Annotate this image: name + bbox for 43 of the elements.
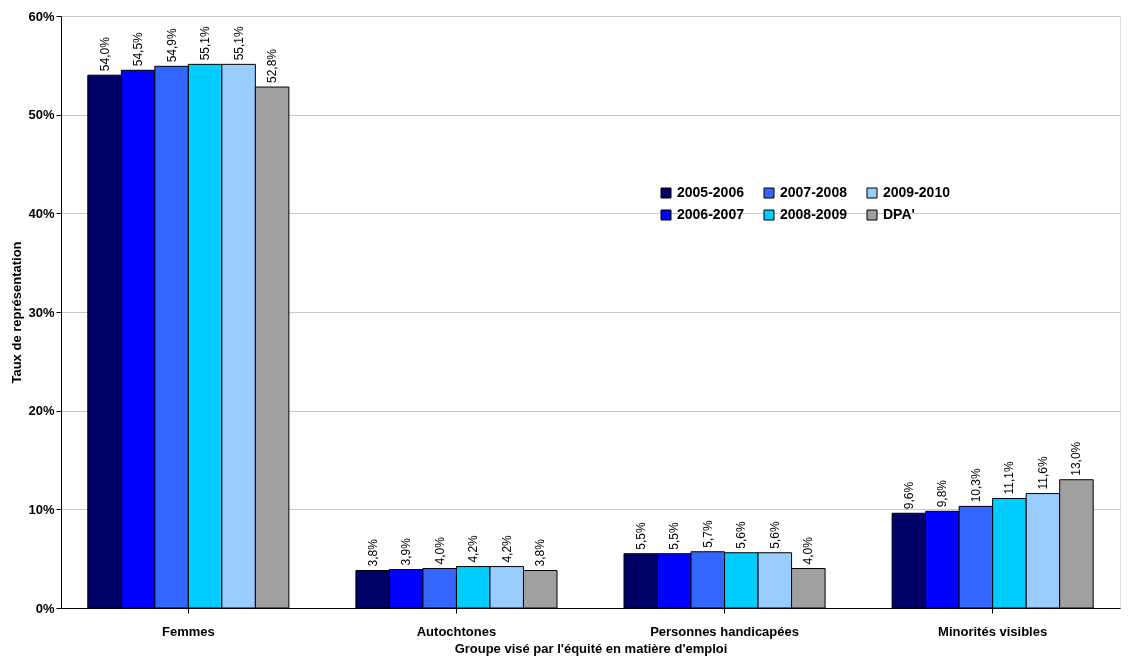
x-tick-label: Autochtones (416, 623, 497, 639)
data-label: 9,8% (935, 479, 950, 508)
data-label: 5,5% (633, 522, 648, 550)
data-label: 9,6% (901, 481, 916, 510)
data-label: 13,0% (1069, 441, 1084, 476)
y-tick-label: 20% (28, 403, 55, 419)
data-label: 11,6% (1035, 456, 1050, 490)
data-label: 52,8% (265, 48, 280, 84)
y-tick-label: 60% (28, 8, 55, 24)
data-label: 10,3% (968, 468, 983, 503)
x-tick-label: Femmes (161, 623, 215, 639)
data-label: 54,0% (97, 36, 112, 72)
y-axis-title: Taux de représentation (9, 241, 25, 384)
data-label: 54,5% (131, 31, 146, 67)
legend-label: 2008-2009 (780, 206, 848, 222)
legend-label: 2007-2008 (780, 184, 848, 200)
x-tick-label: Minorités visibles (938, 623, 1048, 639)
data-label: 4,2% (499, 534, 514, 563)
data-label: 4,0% (432, 536, 447, 565)
data-label: 5,6% (734, 521, 749, 549)
data-label: 3,9% (399, 537, 414, 566)
data-label: 4,2% (466, 534, 481, 563)
y-tick-label: 0% (35, 600, 55, 616)
y-tick-label: 50% (28, 107, 55, 123)
data-label: 4,0% (801, 536, 816, 565)
data-label: 54,9% (164, 27, 179, 63)
data-label: 3,8% (533, 538, 548, 567)
data-label: 55,1% (198, 25, 213, 61)
data-label: 5,6% (767, 521, 782, 549)
y-tick-label: 10% (28, 501, 55, 517)
legend-label: 2006-2007 (677, 206, 745, 222)
data-label: 3,8% (365, 538, 380, 567)
legend-label: 2005-2006 (677, 184, 745, 200)
data-label: 55,1% (231, 25, 246, 61)
legend-label: DPA' (883, 206, 915, 222)
data-label: 11,1% (1002, 461, 1017, 495)
y-tick-label: 30% (28, 304, 55, 320)
data-label: 5,7% (700, 520, 715, 548)
legend-label: 2009-2010 (883, 184, 951, 200)
x-axis-title: Groupe visé par l'équité en matière d'emploi (454, 640, 728, 656)
y-tick-label: 40% (28, 205, 55, 221)
x-tick-label: Personnes handicapées (650, 623, 799, 639)
data-label: 5,5% (667, 522, 682, 550)
